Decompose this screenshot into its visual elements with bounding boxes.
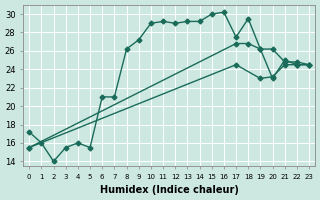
X-axis label: Humidex (Indice chaleur): Humidex (Indice chaleur) xyxy=(100,185,239,195)
